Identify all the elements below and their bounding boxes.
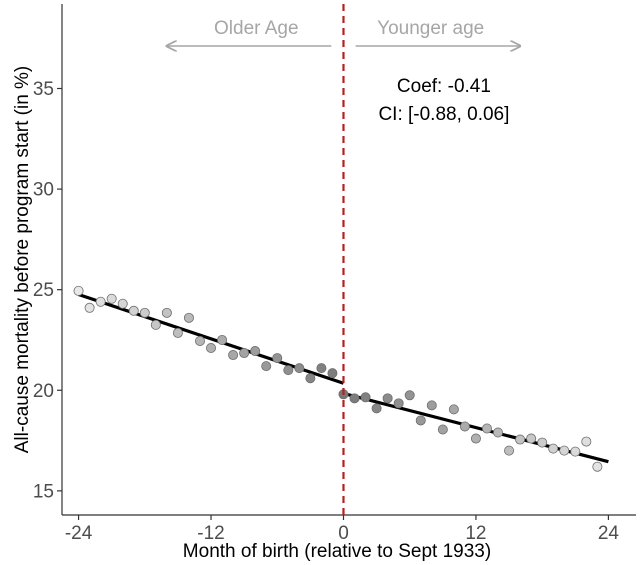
ci-annotation: CI: [-0.88, 0.06] <box>378 104 509 125</box>
data-point <box>228 350 239 361</box>
data-point <box>504 445 515 456</box>
data-point <box>559 445 570 456</box>
x-tick-label: 24 <box>598 523 620 544</box>
data-point <box>272 353 283 364</box>
data-point <box>360 392 371 403</box>
x-tick-label: -12 <box>197 523 224 544</box>
data-point <box>73 285 84 296</box>
x-tick-label: 12 <box>465 523 486 544</box>
data-point <box>592 461 603 472</box>
data-point <box>415 415 426 426</box>
data-point <box>139 307 150 318</box>
data-point <box>128 305 139 316</box>
data-point <box>95 296 106 307</box>
data-point <box>327 368 338 379</box>
data-point <box>404 390 415 401</box>
data-point <box>537 437 548 448</box>
data-point <box>581 436 592 447</box>
data-point <box>239 348 250 359</box>
data-point <box>194 335 205 346</box>
data-point <box>172 327 183 338</box>
data-point <box>349 393 360 404</box>
data-point <box>206 343 217 354</box>
data-point <box>570 446 581 457</box>
y-tick-label: 15 <box>33 481 54 502</box>
data-point <box>117 298 128 309</box>
data-point <box>217 334 228 345</box>
data-point <box>250 346 261 357</box>
data-point <box>437 424 448 435</box>
data-point <box>548 443 559 454</box>
data-point <box>448 404 459 415</box>
y-tick-label: 20 <box>33 381 54 402</box>
data-point <box>305 373 316 384</box>
data-point <box>150 319 161 330</box>
data-point <box>371 403 382 414</box>
x-tick-label: -24 <box>65 523 93 544</box>
x-axis-title: Month of birth (relative to Sept 1933) <box>183 541 491 562</box>
axes: 15 20 25 30 35 -24 -12 0 12 24 <box>33 4 636 544</box>
data-point <box>161 307 172 318</box>
data-point <box>481 423 492 434</box>
data-point <box>316 363 327 374</box>
data-point <box>459 421 470 432</box>
data-point <box>84 302 95 313</box>
data-point <box>183 312 194 323</box>
data-point <box>470 433 481 444</box>
data-point <box>426 400 437 411</box>
younger-age-label: Younger age <box>377 18 484 39</box>
coef-annotation: Coef: -0.41 <box>397 76 491 97</box>
data-point <box>493 427 504 438</box>
y-tick-label: 35 <box>33 79 54 100</box>
x-tick-label: 0 <box>338 523 349 544</box>
data-point <box>294 363 305 374</box>
y-tick-label: 25 <box>33 280 54 301</box>
data-point <box>283 365 294 376</box>
data-points <box>73 285 603 472</box>
older-age-label: Older Age <box>214 18 299 39</box>
data-point <box>526 433 537 444</box>
data-point <box>515 434 526 445</box>
y-axis-title: All-cause mortality before program start… <box>12 66 33 454</box>
data-point <box>106 293 117 304</box>
annotations: Older Age Younger age Coef: -0.41 CI: [-… <box>167 4 520 515</box>
data-point <box>261 361 272 372</box>
data-point <box>393 398 404 409</box>
y-tick-label: 30 <box>33 180 54 201</box>
data-point <box>382 393 393 404</box>
